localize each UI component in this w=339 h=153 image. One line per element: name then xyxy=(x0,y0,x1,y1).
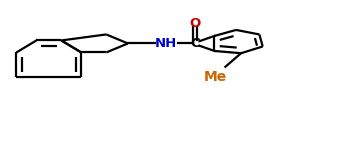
Text: NH: NH xyxy=(155,37,177,50)
Text: Me: Me xyxy=(204,70,227,84)
Text: C: C xyxy=(191,37,200,50)
Text: O: O xyxy=(190,17,201,30)
